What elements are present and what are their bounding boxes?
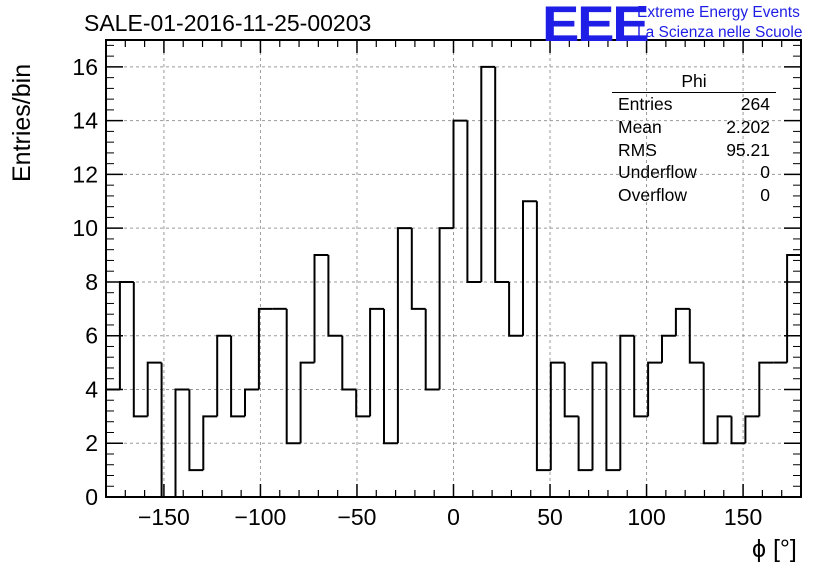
x-tick-label: −150 <box>138 504 190 530</box>
stats-row-overflow: Overflow 0 <box>612 184 776 207</box>
histogram-bin <box>285 308 301 445</box>
histogram-bin <box>355 389 371 418</box>
histogram-bin <box>786 254 802 497</box>
histogram-bin <box>688 308 704 364</box>
y-tick-label: 8 <box>85 269 98 295</box>
tick-labels: −150 −100 −50 0 50 100 150 0 2 4 6 8 10 12 14 16 <box>72 54 762 530</box>
histogram-bin <box>661 334 676 363</box>
histogram-bin <box>744 415 760 444</box>
histogram-bin <box>230 335 245 418</box>
chart-title: SALE-01-2016-11-25-00203 <box>84 10 372 36</box>
histogram-bin <box>313 254 329 363</box>
stats-label: Mean <box>618 116 662 137</box>
histogram-bin <box>452 119 468 229</box>
histogram-bin <box>577 416 593 472</box>
logo-line-1: Extreme Energy Events <box>637 4 800 21</box>
histogram-bin <box>494 66 510 283</box>
histogram-bin <box>647 361 662 417</box>
stats-value: 0 <box>760 185 770 206</box>
histogram-bin <box>535 201 551 472</box>
histogram-bin <box>674 307 690 336</box>
stats-value: 0 <box>760 162 770 183</box>
x-tick-label: 150 <box>724 504 762 530</box>
x-tick-label: −50 <box>337 504 376 530</box>
y-tick-label: 0 <box>85 484 98 510</box>
histogram-bin <box>758 361 774 417</box>
y-tick-label: 14 <box>72 108 98 134</box>
histogram-bin <box>508 281 523 337</box>
histogram-bin <box>369 307 384 417</box>
histogram-bin <box>591 361 607 471</box>
stats-box: Phi Entries 264 Mean 2.202 RMS 95.21 Und… <box>612 72 776 207</box>
y-tick-label: 10 <box>72 215 98 241</box>
axis-ticks <box>105 40 802 498</box>
stats-label: Overflow <box>618 185 688 206</box>
histogram-bin <box>730 416 746 445</box>
x-tick-label: −100 <box>235 504 287 530</box>
histogram-bin <box>480 65 496 282</box>
stats-row-rms: RMS 95.21 <box>612 139 776 162</box>
histogram-bin <box>327 255 343 337</box>
histogram-bin <box>438 227 454 390</box>
stats-value: 264 <box>740 94 770 114</box>
stats-title: Phi <box>612 72 776 93</box>
y-axis-label: Entries/bin <box>8 63 36 182</box>
logo-line-2: La Scienza nelle Scuole <box>637 24 803 41</box>
eee-logo-mark: EEE <box>542 0 650 52</box>
stats-value: 95.21 <box>726 139 770 160</box>
y-tick-label: 16 <box>72 54 98 80</box>
histogram-bin <box>202 415 218 471</box>
stats-row-underflow: Underflow 0 <box>612 161 776 184</box>
histogram-bin <box>605 362 621 472</box>
x-tick-label: 100 <box>627 504 665 530</box>
histogram-bin <box>216 334 232 417</box>
histogram-bin <box>244 388 259 417</box>
y-tick-label: 4 <box>85 376 98 402</box>
histogram-bin <box>383 308 398 445</box>
x-tick-label: 50 <box>537 504 563 530</box>
histogram-bin <box>410 228 426 310</box>
histogram-bin <box>341 335 357 391</box>
histogram-bin <box>619 334 635 471</box>
eee-logo-text: Extreme Energy Events La Scienza nelle S… <box>637 3 802 43</box>
histogram-bin <box>299 361 315 444</box>
y-tick-label: 6 <box>85 323 98 349</box>
histogram-bin <box>633 335 649 418</box>
histogram-bin <box>702 362 718 445</box>
histogram-bin <box>132 281 148 418</box>
histogram-bin <box>466 120 482 283</box>
stats-label: Entries <box>618 94 673 114</box>
x-axis-label: ϕ [°] <box>752 535 797 563</box>
histogram-bin <box>563 362 579 418</box>
y-tick-label: 2 <box>85 430 98 456</box>
stats-value: 2.202 <box>726 116 770 137</box>
stats-label: Underflow <box>618 162 697 183</box>
histogram-bin <box>174 388 190 497</box>
stats-label: RMS <box>618 139 657 160</box>
histogram-bin <box>522 200 537 336</box>
histogram-bin <box>188 389 204 472</box>
histogram-bin <box>257 307 273 390</box>
histogram-series <box>105 65 802 498</box>
histogram-bin <box>716 415 732 444</box>
stats-row-mean: Mean 2.202 <box>612 116 776 139</box>
histogram-bin <box>396 227 412 444</box>
stats-row-entries: Entries 264 <box>612 93 776 116</box>
x-tick-label: 0 <box>447 504 460 530</box>
histogram-bin <box>146 361 162 417</box>
histogram-bin <box>424 308 440 391</box>
y-tick-label: 12 <box>72 161 98 187</box>
histogram-bin <box>549 361 565 471</box>
